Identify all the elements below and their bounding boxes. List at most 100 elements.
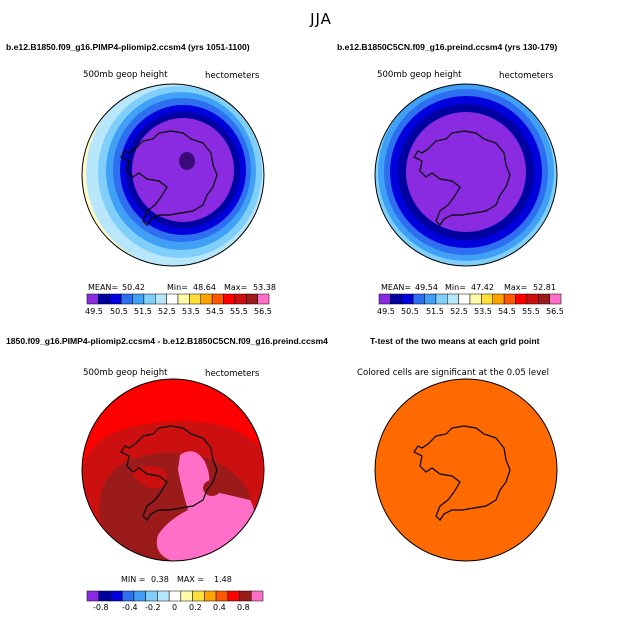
colorbar-1-swatch-11 [211, 293, 224, 305]
panel-2-mean: 49.54 [415, 283, 438, 292]
colorbar-2-swatch-1 [390, 293, 403, 305]
panel-2-mean-label: MEAN= [381, 283, 412, 292]
panel-1-min-label: Min= [167, 283, 188, 292]
panel-1-border [81, 83, 265, 267]
cb2-label-0: 49.5 [377, 307, 395, 316]
panel-1-mean-label: MEAN= [88, 283, 119, 292]
cb3-label-3: 0 [172, 603, 178, 612]
colorbar-3-swatch-0 [86, 590, 99, 602]
panel-3-title: 1850.f09_g16.PIMP4-pliomip2.ccsm4 - b.e1… [6, 336, 328, 346]
colorbar-2-swatch-0 [378, 293, 391, 305]
panel-3-border [81, 378, 265, 562]
panel-1-mean: 50.42 [122, 283, 145, 292]
colorbar-2-swatch-10 [492, 293, 505, 305]
cb2-label-7: 56.5 [546, 307, 564, 316]
colorbar-3-swatch-5 [145, 590, 158, 602]
colorbar-2-swatch-3 [412, 293, 425, 305]
panel-3-max-label: MAX = [177, 575, 205, 584]
panel-3-min: 0.38 [151, 575, 169, 584]
panel-2-map [375, 84, 557, 266]
cb2-label-6: 55.5 [522, 307, 540, 316]
cb2-label-2: 51.5 [426, 307, 444, 316]
colorbar-3-swatch-12 [227, 590, 240, 602]
cb1-label-5: 54.5 [206, 307, 224, 316]
panel-4-border [374, 378, 558, 562]
panel-1-variable: 500mb geop height [83, 70, 168, 80]
colorbar-2-swatch-6 [447, 293, 459, 305]
colorbar-2-swatch-5 [435, 293, 448, 305]
colorbar-1-swatch-2 [109, 293, 122, 305]
colorbar-3-swatch-3 [121, 590, 135, 602]
cb3-label-5: 0.4 [213, 603, 226, 612]
cb2-label-1: 50.5 [401, 307, 419, 316]
colorbar-1-swatch-13 [234, 293, 247, 305]
cb3-label-0: -0.8 [93, 603, 109, 612]
colorbar-1-swatch-12 [223, 293, 236, 305]
colorbar-2-swatch-13 [526, 293, 539, 305]
colorbar-1-swatch-5 [143, 293, 156, 305]
panel-1-max-label: Max= [224, 283, 248, 292]
panel-4-map [375, 379, 557, 561]
panel-4-title: T-test of the two means at each grid poi… [370, 336, 540, 346]
colorbar-2-swatch-8 [469, 293, 482, 305]
colorbar-3-swatch-2 [110, 590, 123, 602]
panel-1-max: 53.38 [253, 283, 276, 292]
colorbar-1 [86, 293, 270, 305]
colorbar-3-swatch-9 [192, 590, 205, 602]
colorbar-1-swatch-14 [246, 293, 258, 305]
cb2-label-3: 52.5 [450, 307, 468, 316]
cb1-label-6: 55.5 [230, 307, 248, 316]
colorbar-3-swatch-10 [204, 590, 217, 602]
cb1-label-0: 49.5 [85, 307, 103, 316]
colorbar-3-swatch-11 [215, 590, 229, 602]
colorbar-2 [378, 293, 562, 305]
cb1-label-3: 52.5 [158, 307, 176, 316]
colorbar-3 [86, 590, 264, 602]
colorbar-2-swatch-15 [549, 293, 562, 305]
colorbar-1-swatch-6 [155, 293, 167, 305]
cb3-label-4: 0.2 [189, 603, 202, 612]
colorbar-1-swatch-1 [98, 293, 111, 305]
colorbar-1-swatch-4 [132, 293, 145, 305]
panel-1-units: hectometers [205, 71, 260, 81]
panel-3-map [82, 379, 264, 561]
panel-2-variable: 500mb geop height [377, 70, 462, 80]
panel-3-variable: 500mb geop height [83, 368, 168, 378]
colorbar-3-swatch-8 [180, 590, 193, 602]
colorbar-1-swatch-9 [189, 293, 202, 305]
colorbar-2-swatch-14 [538, 293, 550, 305]
panel-1-min: 48.64 [193, 283, 216, 292]
panel-2-border [374, 83, 558, 267]
colorbar-1-swatch-15 [257, 293, 270, 305]
figure-title: JJA [310, 10, 332, 28]
panel-2-max: 52.81 [533, 283, 556, 292]
colorbar-2-swatch-4 [424, 293, 437, 305]
panel-2-min-label: Min= [445, 283, 466, 292]
panel-2-min: 47.42 [471, 283, 494, 292]
cb1-label-4: 53.5 [182, 307, 200, 316]
colorbar-2-swatch-2 [401, 293, 414, 305]
cb3-label-2: -0.2 [145, 603, 161, 612]
colorbar-2-swatch-12 [515, 293, 528, 305]
panel-1-map [82, 84, 264, 266]
colorbar-2-swatch-7 [458, 293, 471, 305]
panel-4-note: Colored cells are significant at the 0.0… [357, 368, 549, 378]
colorbar-1-swatch-8 [177, 293, 190, 305]
cb2-label-4: 53.5 [474, 307, 492, 316]
colorbar-2-swatch-9 [481, 293, 494, 305]
panel-2-units: hectometers [499, 71, 554, 81]
colorbar-3-swatch-14 [251, 590, 264, 602]
panel-1-title: b.e12.B1850.f09_g16.PIMP4-pliomip2.ccsm4… [6, 42, 250, 52]
colorbar-1-swatch-7 [166, 293, 179, 305]
cb1-label-2: 51.5 [134, 307, 152, 316]
panel-3-max: 1.48 [214, 575, 232, 584]
cb1-label-7: 56.5 [254, 307, 272, 316]
colorbar-1-swatch-10 [200, 293, 213, 305]
panel-3-min-label: MIN = [121, 575, 146, 584]
colorbar-2-swatch-11 [503, 293, 516, 305]
colorbar-1-swatch-0 [86, 293, 99, 305]
panel-2-title: b.e12.B1850C5CN.f09_g16.preind.ccsm4 (yr… [337, 42, 558, 52]
cb3-label-1: -0.4 [122, 603, 138, 612]
colorbar-3-swatch-13 [239, 590, 252, 602]
colorbar-3-swatch-7 [168, 590, 182, 602]
